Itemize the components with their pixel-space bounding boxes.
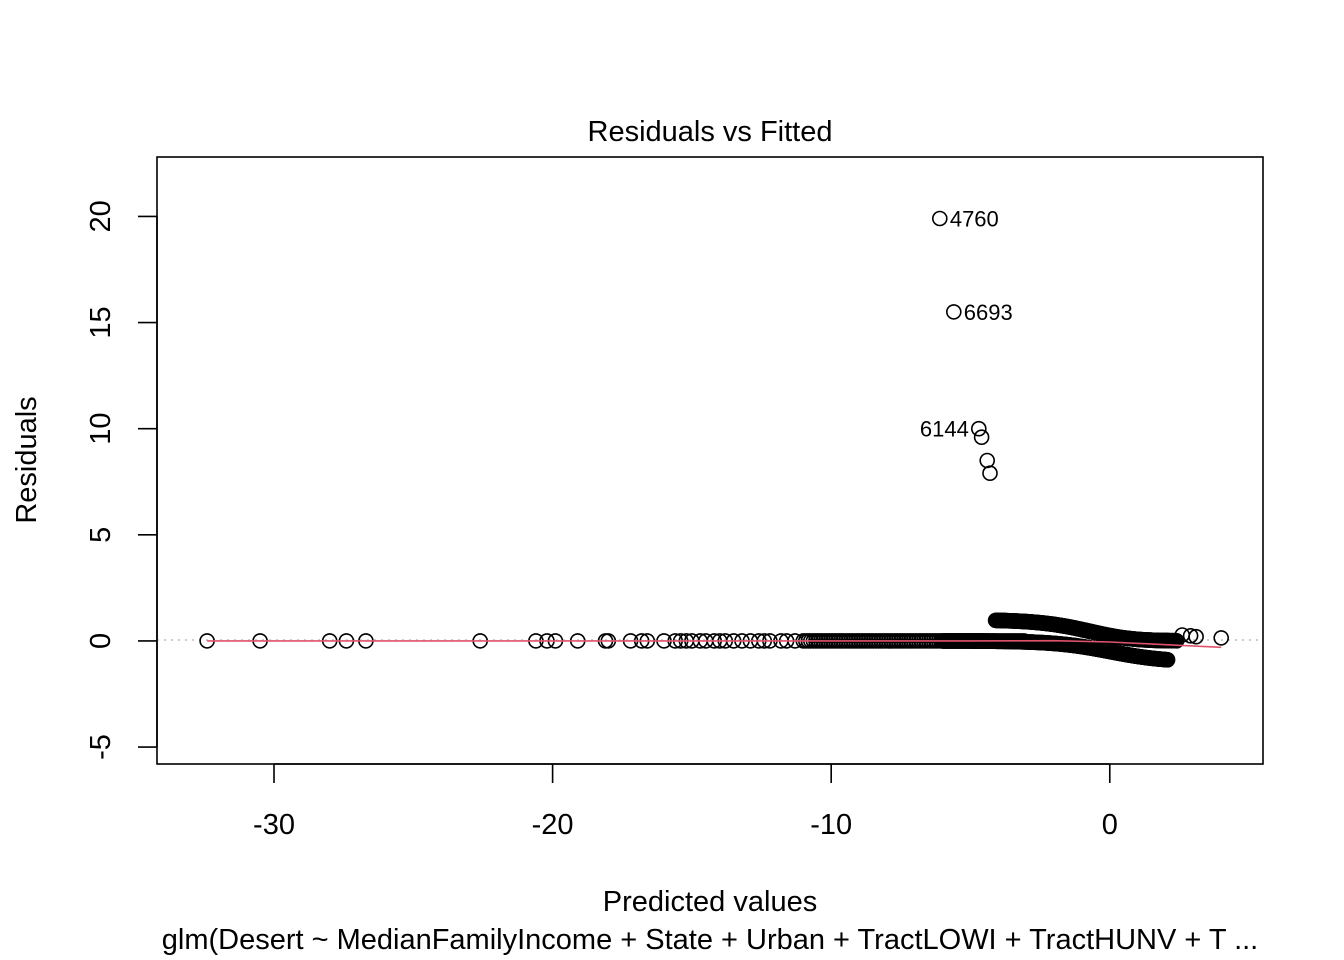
data-point: [1188, 628, 1204, 645]
data-point: [973, 429, 990, 446]
data-point: [931, 210, 948, 227]
x-tick-label: -20: [532, 809, 574, 841]
point-label: 4760: [950, 207, 999, 232]
data-point: [970, 420, 987, 437]
x-tick-label: -30: [253, 809, 295, 841]
data-point: [1213, 630, 1229, 646]
x-axis-label: Predicted values: [603, 886, 817, 918]
data-point: [979, 452, 996, 469]
y-axis-label: Residuals: [11, 396, 43, 523]
y-tick-label: 5: [85, 527, 117, 543]
data-point: [945, 304, 962, 320]
x-tick-label: -10: [810, 809, 852, 841]
data-points: [199, 210, 1229, 668]
x-axis: -30 -20 -10 0: [253, 763, 1118, 841]
y-tick-label: -5: [85, 734, 117, 760]
y-tick-label: 10: [85, 413, 117, 445]
data-point: [1159, 651, 1176, 668]
data-point: [1182, 627, 1199, 644]
point-labels: 4760 6693 6144: [920, 207, 1013, 442]
chart-title: Residuals vs Fitted: [588, 116, 833, 148]
model-formula-subtitle: glm(Desert ~ MedianFamilyIncome + State …: [162, 924, 1259, 956]
data-point: [1168, 632, 1185, 649]
y-tick-label: 0: [85, 633, 117, 649]
smoother-line: [207, 639, 1222, 649]
data-point: [982, 465, 998, 482]
plot-frame: [156, 156, 1264, 765]
y-tick-label: 15: [85, 306, 117, 338]
x-tick-label: 0: [1102, 809, 1118, 841]
point-label: 6144: [920, 417, 969, 442]
point-label: 6693: [964, 300, 1013, 325]
y-axis: -5 0 5 10 15 20: [85, 200, 158, 760]
y-tick-label: 20: [85, 200, 117, 232]
